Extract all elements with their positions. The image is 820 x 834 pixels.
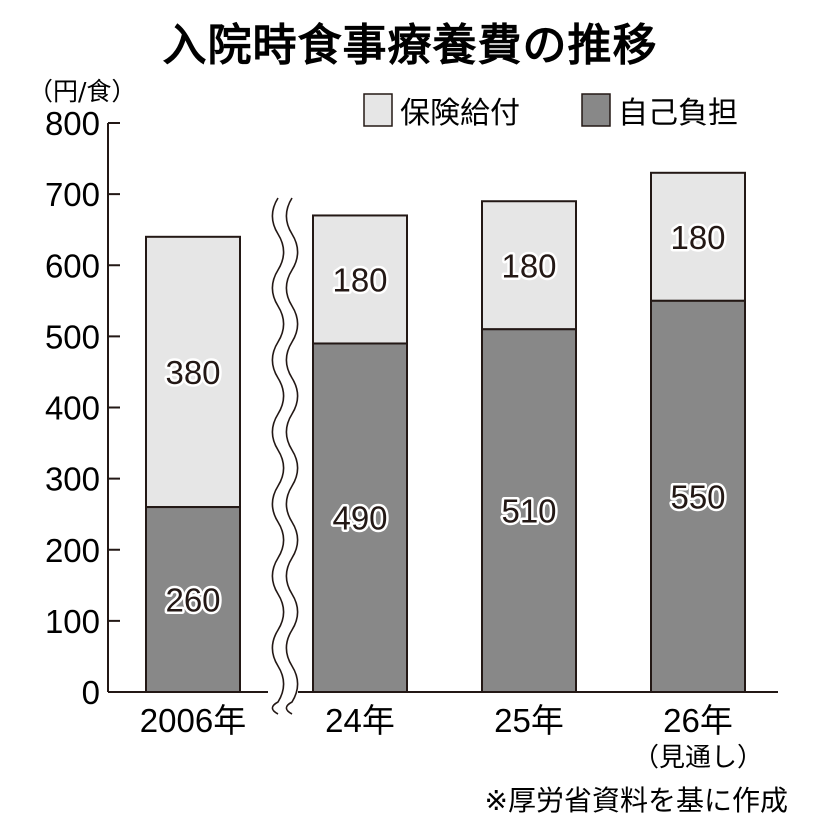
source-note: ※厚労省資料を基に作成 — [485, 784, 788, 817]
value-label-self: 550 — [670, 478, 725, 515]
legend-label-insurance: 保険給付 — [400, 96, 520, 131]
x-category-label: 25年 — [494, 702, 564, 739]
y-tick-label: 700 — [45, 176, 100, 213]
legend-swatch-insurance — [363, 93, 393, 127]
y-tick-label: 0 — [82, 674, 100, 711]
value-label-insurance: 180 — [332, 261, 387, 298]
axis-break-icon — [268, 196, 299, 716]
chart-title: 入院時食事療養費の推移 — [163, 20, 658, 71]
x-category-sublabel: （見通し） — [633, 743, 763, 773]
legend-swatch-self — [581, 93, 611, 127]
bar-segment-insurance — [650, 171, 746, 302]
value-label-insurance: 380 — [165, 354, 220, 391]
y-tick-label: 400 — [45, 390, 100, 427]
value-label-self: 260 — [165, 582, 220, 619]
bars: 380 260 180 490 180 510 180 550 — [145, 171, 746, 694]
y-tick-label: 500 — [45, 318, 100, 355]
bar-segment-self — [312, 342, 408, 693]
bar-group: 180 550 — [650, 171, 746, 693]
legend: 保険給付 自己負担 — [363, 93, 738, 131]
value-label-self: 490 — [332, 500, 387, 537]
bar-group: 180 510 — [481, 200, 577, 693]
y-tick-label: 300 — [45, 461, 100, 498]
x-category-label: 2006年 — [140, 702, 246, 739]
x-category-label: 24年 — [325, 702, 395, 739]
bar-group: 380 260 — [145, 235, 241, 694]
y-axis: 0 100 200 300 400 500 600 700 800 — [45, 105, 120, 711]
bar-segment-self — [650, 299, 746, 693]
y-tick-label: 200 — [45, 532, 100, 569]
bar-segment-insurance — [312, 214, 408, 345]
legend-label-self: 自己負担 — [618, 96, 738, 131]
x-category-label: 26年 — [663, 702, 733, 739]
value-label-self: 510 — [501, 493, 556, 530]
value-label-insurance: 180 — [501, 247, 556, 284]
bar-segment-insurance — [481, 200, 577, 331]
x-axis-labels: 2006年 24年 25年 26年 （見通し） — [140, 702, 763, 773]
bar-segment-self — [481, 328, 577, 693]
bar-group: 180 490 — [312, 214, 408, 693]
bar-segment-insurance — [145, 235, 241, 509]
y-tick-label: 800 — [45, 105, 100, 142]
value-label-insurance: 180 — [670, 219, 725, 256]
bar-segment-self — [145, 506, 241, 694]
y-tick-label: 100 — [45, 603, 100, 640]
y-axis-unit: （円/食） — [28, 77, 136, 106]
y-tick-label: 600 — [45, 247, 100, 284]
